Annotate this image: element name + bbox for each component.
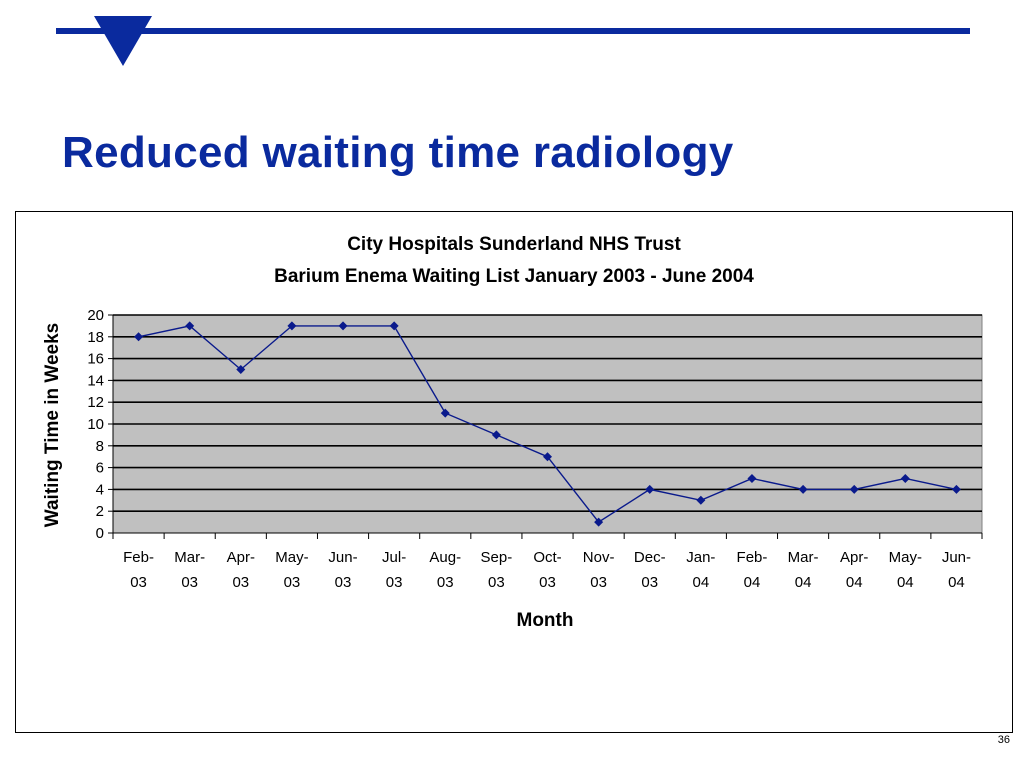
data-point bbox=[389, 321, 399, 331]
x-tick-label: May- bbox=[889, 549, 922, 566]
x-tick-label: 03 bbox=[641, 574, 658, 591]
x-tick-label: Sep- bbox=[481, 549, 513, 566]
x-tick-label: May- bbox=[275, 549, 308, 566]
y-tick-label: 20 bbox=[87, 307, 104, 324]
data-point bbox=[849, 484, 859, 494]
x-tick-label: 03 bbox=[386, 574, 403, 591]
x-tick-label: 04 bbox=[693, 574, 710, 591]
slide-title: Reduced waiting time radiology bbox=[62, 128, 734, 177]
x-tick-label: 04 bbox=[897, 574, 914, 591]
data-point bbox=[491, 430, 501, 440]
y-tick-label: 12 bbox=[87, 394, 104, 411]
x-tick-label: Apr- bbox=[840, 549, 868, 566]
data-point bbox=[134, 332, 144, 342]
data-point bbox=[951, 484, 961, 494]
x-tick-label: 03 bbox=[539, 574, 556, 591]
x-tick-label: 03 bbox=[335, 574, 352, 591]
x-tick-label: Dec- bbox=[634, 549, 666, 566]
x-tick-label: 03 bbox=[437, 574, 454, 591]
slide-number: 36 bbox=[997, 734, 1010, 746]
x-tick-label: 03 bbox=[232, 574, 249, 591]
line-chart: City Hospitals Sunderland NHS Trust Bari… bbox=[42, 234, 983, 631]
x-tick-label: 04 bbox=[948, 574, 965, 591]
x-tick-label: 03 bbox=[488, 574, 505, 591]
x-tick-label: Nov- bbox=[583, 549, 615, 566]
y-tick-label: 18 bbox=[87, 329, 104, 346]
x-tick-label: 04 bbox=[795, 574, 812, 591]
y-tick-label: 6 bbox=[96, 460, 104, 477]
header-triangle-icon bbox=[94, 16, 152, 66]
x-tick-label: Mar- bbox=[788, 549, 819, 566]
data-point bbox=[287, 321, 297, 331]
data-point bbox=[440, 408, 450, 418]
data-point bbox=[185, 321, 195, 331]
x-tick-label: 04 bbox=[846, 574, 863, 591]
x-tick-label: 03 bbox=[181, 574, 198, 591]
y-tick-label: 16 bbox=[87, 351, 104, 368]
chart-title: City Hospitals Sunderland NHS Trust bbox=[347, 234, 681, 255]
x-tick-label: Mar- bbox=[174, 549, 205, 566]
y-tick-label: 8 bbox=[96, 438, 104, 455]
chart-frame: City Hospitals Sunderland NHS Trust Bari… bbox=[15, 211, 1013, 733]
data-point bbox=[338, 321, 348, 331]
x-tick-label: Feb- bbox=[123, 549, 154, 566]
data-point bbox=[236, 365, 246, 374]
x-tick-label: Jun- bbox=[942, 549, 971, 566]
chart-subtitle: Barium Enema Waiting List January 2003 -… bbox=[274, 266, 754, 287]
y-axis-label: Waiting Time in Weeks bbox=[42, 323, 63, 527]
x-tick-label: 03 bbox=[284, 574, 301, 591]
x-tick-label: 03 bbox=[130, 574, 147, 591]
x-tick-label: Oct- bbox=[533, 549, 561, 566]
y-tick-label: 10 bbox=[87, 416, 104, 433]
x-axis-label: Month bbox=[517, 610, 574, 631]
x-tick-label: Jun- bbox=[328, 549, 357, 566]
y-tick-label: 2 bbox=[96, 503, 104, 520]
x-tick-label: Feb- bbox=[737, 549, 768, 566]
data-point bbox=[900, 474, 910, 483]
x-tick-label: Apr- bbox=[227, 549, 255, 566]
x-tick-label: Jan- bbox=[686, 549, 715, 566]
data-point bbox=[798, 484, 808, 494]
x-tick-label: Aug- bbox=[429, 549, 461, 566]
data-point bbox=[645, 484, 655, 494]
data-point bbox=[747, 474, 757, 483]
x-tick-label: 03 bbox=[590, 574, 607, 591]
y-tick-label: 4 bbox=[96, 481, 104, 498]
x-tick-label: 04 bbox=[744, 574, 761, 591]
header-rule bbox=[56, 28, 970, 34]
data-point bbox=[543, 452, 552, 462]
data-point bbox=[594, 517, 604, 527]
data-point bbox=[696, 495, 706, 505]
y-tick-label: 0 bbox=[96, 525, 104, 542]
y-tick-label: 14 bbox=[87, 372, 104, 389]
x-tick-label: Jul- bbox=[382, 549, 406, 566]
